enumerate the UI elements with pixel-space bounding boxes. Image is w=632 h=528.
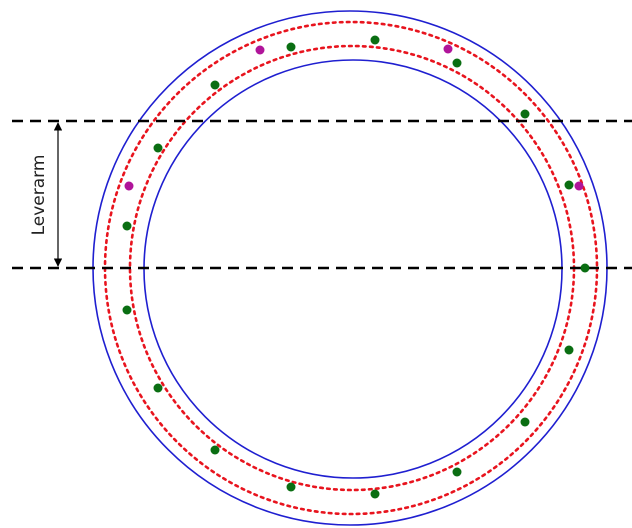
dot [452, 58, 462, 68]
dot [564, 345, 574, 355]
dot [443, 44, 453, 54]
dot [286, 42, 296, 52]
dot [286, 482, 296, 492]
dot [520, 417, 530, 427]
dot [122, 221, 132, 231]
dot [153, 143, 163, 153]
dot [124, 181, 134, 191]
dot [520, 109, 530, 119]
dot [564, 180, 574, 190]
magenta-dots [124, 44, 584, 191]
dot [580, 263, 590, 273]
dot [370, 489, 380, 499]
leverarm-label: Leverarm [29, 155, 49, 236]
dot [452, 467, 462, 477]
dot [153, 383, 163, 393]
dot [370, 35, 380, 45]
green-dots [122, 35, 590, 499]
outer-ring [92, 10, 608, 526]
dot [255, 45, 265, 55]
dot [210, 80, 220, 90]
dot [122, 305, 132, 315]
dot [210, 445, 220, 455]
dot [574, 181, 584, 191]
